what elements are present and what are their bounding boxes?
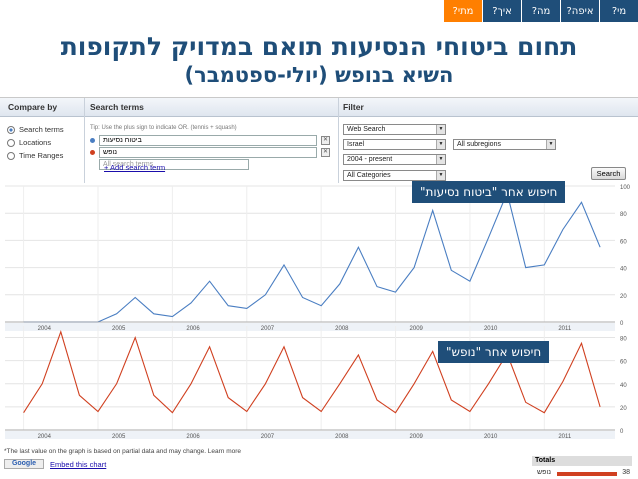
x-tick-label: 2007 xyxy=(261,434,275,440)
x-tick-label: 2010 xyxy=(484,434,498,440)
radio-selected-icon xyxy=(7,125,15,134)
radio-search-terms[interactable]: Search terms xyxy=(7,125,64,134)
remove-term-icon[interactable]: ✕ xyxy=(321,148,330,157)
dropdown-arrow-icon: ▼ xyxy=(436,171,445,180)
totals-label: נופש xyxy=(537,469,551,476)
dropdown-arrow-icon: ▼ xyxy=(546,140,555,149)
date-select[interactable]: 2004 - present ▼ xyxy=(343,154,446,165)
y-tick-label: 20 xyxy=(620,294,627,300)
x-tick-label: 2008 xyxy=(335,434,349,440)
x-tick-label: 2011 xyxy=(558,434,572,440)
tab-who[interactable]: מי? xyxy=(600,0,638,22)
x-tick-label: 2005 xyxy=(112,326,126,332)
remove-term-icon[interactable]: ✕ xyxy=(321,136,330,145)
radio-label: Search terms xyxy=(19,125,64,134)
x-tick-label: 2007 xyxy=(261,326,275,332)
radio-time-ranges[interactable]: Time Ranges xyxy=(7,151,63,160)
search-tip: Tip: Use the plus sign to indicate OR. (… xyxy=(90,125,237,131)
x-tick-label: 2004 xyxy=(38,434,52,440)
search-term-1-input[interactable]: ביטוח נסיעות xyxy=(99,135,317,146)
y-tick-label: 20 xyxy=(620,406,627,412)
y-tick-label: 80 xyxy=(620,337,627,343)
series-color-dot xyxy=(90,138,95,143)
totals-value: 38 xyxy=(622,469,630,476)
totals-row: נופש 38 xyxy=(532,469,632,479)
select-value: Israel xyxy=(347,141,365,148)
select-value: All Categories xyxy=(347,172,391,179)
x-tick-label: 2005 xyxy=(112,434,126,440)
embed-chart-link[interactable]: Embed this chart xyxy=(50,460,107,469)
series-line xyxy=(23,191,601,323)
callout-vacation: חיפוש אחר "נופש" xyxy=(438,341,550,363)
subregion-select[interactable]: All subregions ▼ xyxy=(453,139,556,150)
radio-empty-icon xyxy=(7,138,15,147)
y-tick-label: 40 xyxy=(620,267,627,273)
x-tick-label: 2009 xyxy=(410,434,424,440)
radio-locations[interactable]: Locations xyxy=(7,138,51,147)
slide-subtitle: השיא בנופש (יולי-ספטמבר) xyxy=(184,63,454,87)
compare-by-header: Compare by xyxy=(8,102,58,112)
y-tick-label: 80 xyxy=(620,212,627,218)
tab-what[interactable]: מה? xyxy=(522,0,560,22)
x-tick-label: 2004 xyxy=(38,326,52,332)
tab-where[interactable]: איפה? xyxy=(561,0,599,22)
y-tick-label: 60 xyxy=(620,360,627,366)
dropdown-arrow-icon: ▼ xyxy=(436,140,445,149)
series-color-dot xyxy=(90,150,95,155)
y-tick-label: 0 xyxy=(620,429,624,435)
y-tick-label: 40 xyxy=(620,383,627,389)
dropdown-arrow-icon: ▼ xyxy=(436,125,445,134)
x-tick-label: 2009 xyxy=(410,326,424,332)
search-term-2-input[interactable]: נופש xyxy=(99,147,317,158)
country-select[interactable]: Israel ▼ xyxy=(343,139,446,150)
tab-when[interactable]: מתי? xyxy=(444,0,482,22)
search-button[interactable]: Search xyxy=(591,167,626,180)
category-select[interactable]: All Categories ▼ xyxy=(343,170,446,181)
totals-bar xyxy=(557,472,617,476)
select-value: 2004 - present xyxy=(347,156,393,163)
filter-header: Filter xyxy=(343,102,364,112)
radio-empty-icon xyxy=(7,151,15,160)
y-tick-label: 0 xyxy=(620,321,624,327)
search-term-3-input[interactable]: All search terms xyxy=(99,159,249,170)
x-axis-band xyxy=(5,431,615,439)
y-tick-label: 100 xyxy=(620,185,631,191)
property-select[interactable]: Web Search ▼ xyxy=(343,124,446,135)
select-value: All subregions xyxy=(457,141,501,148)
column-divider xyxy=(338,98,339,183)
panel-header: Compare by Search terms Filter xyxy=(0,98,638,117)
column-divider xyxy=(84,98,85,183)
search-terms-header: Search terms xyxy=(90,102,144,112)
tab-strip: מי? איפה? מה? איך? מתי? xyxy=(443,0,638,22)
google-logo: Google xyxy=(4,459,44,469)
y-tick-label: 60 xyxy=(620,239,627,245)
x-tick-label: 2011 xyxy=(558,326,572,332)
travel-insurance-chart: 0 20 40 60 80 100 2004 2005 2006 2007 2008 2009 2010… xyxy=(5,185,631,332)
add-search-term-link[interactable]: + Add search term xyxy=(104,163,166,172)
dropdown-arrow-icon: ▼ xyxy=(436,155,445,164)
totals-header: Totals xyxy=(532,456,632,466)
x-tick-label: 2006 xyxy=(186,434,200,440)
x-tick-label: 2006 xyxy=(186,326,200,332)
slide-title: תחום ביטוחי הנסיעות תואם במדויק לתקופות xyxy=(60,32,578,61)
x-tick-label: 2010 xyxy=(484,326,498,332)
partial-data-note: *The last value on the graph is based on… xyxy=(4,448,242,455)
x-axis-band xyxy=(5,323,615,331)
tab-how[interactable]: איך? xyxy=(483,0,521,22)
radio-label: Locations xyxy=(19,138,52,147)
callout-travel-insurance: חיפוש אחר "ביטוח נסיעות" xyxy=(412,181,566,203)
radio-label: Time Ranges xyxy=(19,151,64,160)
select-value: Web Search xyxy=(347,126,386,133)
x-tick-label: 2008 xyxy=(335,326,349,332)
